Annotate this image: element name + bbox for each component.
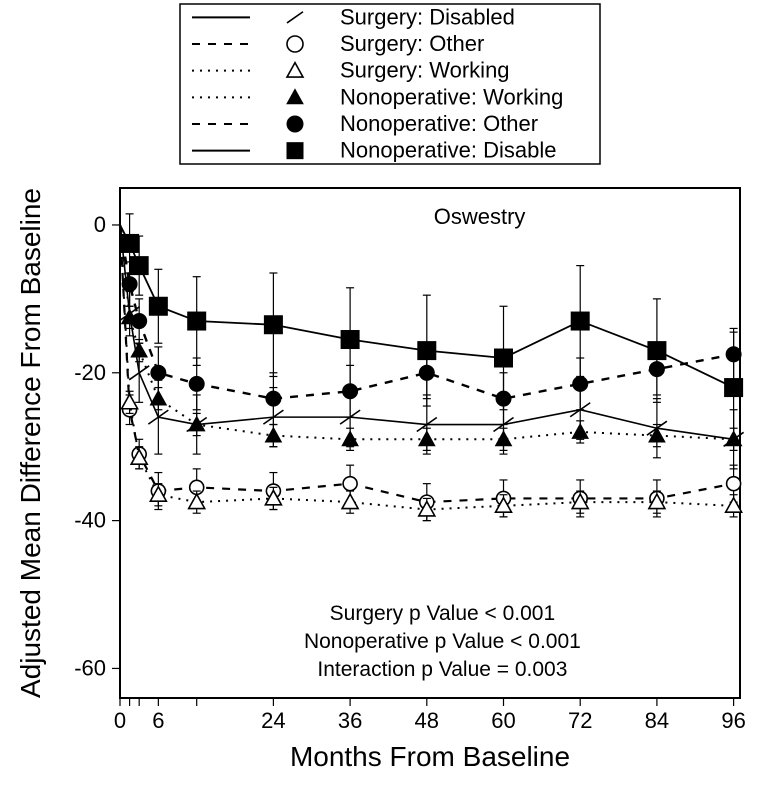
x-tick-label: 96 — [721, 708, 745, 733]
marker-circle-open — [727, 477, 741, 491]
marker-square-filled — [130, 257, 148, 275]
marker-square-filled — [571, 312, 589, 330]
legend-label: Nonoperative: Working — [340, 84, 563, 109]
x-tick-label: 84 — [645, 708, 669, 733]
marker-square-filled — [121, 234, 139, 252]
marker-square-filled — [287, 143, 303, 159]
y-tick-label: -20 — [74, 360, 106, 385]
stats-text: Nonoperative p Value < 0.001 — [304, 630, 581, 653]
marker-circle-filled — [287, 116, 303, 132]
y-tick-label: -60 — [74, 655, 106, 680]
legend-label: Surgery: Disabled — [340, 4, 515, 29]
x-tick-label: 48 — [415, 708, 439, 733]
marker-square-filled — [725, 379, 743, 397]
y-tick-label: 0 — [94, 212, 106, 237]
x-tick-label: 60 — [491, 708, 515, 733]
y-tick-label: -40 — [74, 508, 106, 533]
marker-circle-filled — [132, 314, 147, 329]
marker-square-filled — [495, 349, 513, 367]
marker-square-filled — [648, 342, 666, 360]
legend: Surgery: DisabledSurgery: OtherSurgery: … — [180, 4, 600, 164]
marker-square-filled — [341, 331, 359, 349]
marker-circle-filled — [151, 365, 166, 380]
x-tick-label: 6 — [152, 708, 164, 733]
legend-label: Surgery: Working — [340, 58, 510, 83]
x-tick-label: 36 — [338, 708, 362, 733]
plot-title: Oswestry — [434, 204, 526, 229]
stats-text: Surgery p Value < 0.001 — [330, 602, 556, 625]
marker-circle-filled — [266, 391, 281, 406]
chart-svg: Surgery: DisabledSurgery: OtherSurgery: … — [0, 0, 774, 792]
marker-circle-open — [287, 36, 303, 52]
marker-square-filled — [264, 316, 282, 334]
x-axis-title: Months From Baseline — [290, 741, 570, 772]
marker-square-filled — [149, 297, 167, 315]
legend-label: Nonoperative: Disable — [340, 138, 556, 163]
stats-text: Interaction p Value = 0.003 — [317, 658, 567, 681]
marker-square-filled — [418, 342, 436, 360]
x-tick-label: 24 — [261, 708, 285, 733]
marker-circle-filled — [122, 277, 137, 292]
marker-circle-filled — [189, 376, 204, 391]
legend-label: Nonoperative: Other — [340, 111, 538, 136]
chart-container: Surgery: DisabledSurgery: OtherSurgery: … — [0, 0, 774, 792]
marker-square-filled — [188, 312, 206, 330]
marker-circle-filled — [573, 376, 588, 391]
marker-circle-open — [343, 477, 357, 491]
x-tick-label: 0 — [114, 708, 126, 733]
y-axis-title: Adjusted Mean Difference From Baseline — [15, 188, 46, 698]
legend-label: Surgery: Other — [340, 31, 484, 56]
x-tick-label: 72 — [568, 708, 592, 733]
